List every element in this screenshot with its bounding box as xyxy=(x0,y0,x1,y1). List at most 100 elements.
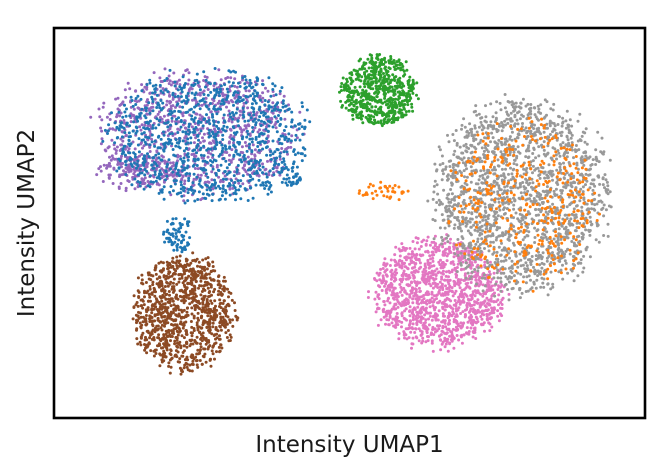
scatter-point xyxy=(218,312,222,316)
scatter-point xyxy=(287,132,291,136)
scatter-point xyxy=(213,299,217,303)
scatter-point xyxy=(197,190,201,194)
scatter-point xyxy=(237,181,241,185)
scatter-point xyxy=(129,162,133,166)
scatter-point xyxy=(180,250,184,254)
scatter-point xyxy=(358,85,362,89)
scatter-point xyxy=(441,312,445,316)
scatter-point xyxy=(425,302,429,306)
scatter-point xyxy=(404,327,408,331)
scatter-point xyxy=(149,180,153,184)
scatter-point xyxy=(253,172,257,175)
scatter-point xyxy=(251,143,255,147)
scatter-point xyxy=(267,107,271,111)
scatter-point xyxy=(346,87,350,91)
scatter-point xyxy=(258,168,262,172)
scatter-point xyxy=(187,155,190,159)
scatter-point xyxy=(136,164,140,168)
scatter-point xyxy=(399,277,403,281)
scatter-point xyxy=(214,304,217,308)
scatter-point xyxy=(264,86,267,90)
scatter-point xyxy=(171,285,174,289)
scatter-point xyxy=(248,78,252,82)
scatter-point xyxy=(102,101,106,105)
scatter-point xyxy=(267,173,271,177)
scatter-point xyxy=(169,365,173,369)
scatter-point xyxy=(390,268,394,272)
scatter-point xyxy=(366,102,369,106)
scatter-point xyxy=(159,89,163,93)
scatter-point xyxy=(192,172,196,176)
scatter-point xyxy=(455,250,459,254)
scatter-point xyxy=(237,81,240,85)
scatter-point xyxy=(221,133,225,137)
scatter-point xyxy=(151,324,155,328)
scatter-point xyxy=(152,304,155,308)
scatter-point xyxy=(199,167,203,171)
scatter-point xyxy=(427,317,430,321)
scatter-point xyxy=(217,91,221,95)
scatter-point xyxy=(140,132,144,136)
scatter-point xyxy=(176,243,180,246)
scatter-point xyxy=(175,172,179,176)
scatter-point xyxy=(411,297,415,301)
scatter-point xyxy=(374,67,378,71)
scatter-point xyxy=(176,229,180,233)
scatter-point xyxy=(191,267,195,271)
scatter-point xyxy=(191,181,195,185)
scatter-point xyxy=(142,131,146,135)
scatter-point xyxy=(487,312,491,316)
scatter-point xyxy=(376,92,380,96)
scatter-point xyxy=(151,91,155,95)
scatter-point xyxy=(361,106,365,110)
scatter-point xyxy=(398,85,402,89)
scatter-point xyxy=(301,105,304,109)
scatter-point xyxy=(159,158,163,162)
scatter-point xyxy=(377,70,381,74)
scatter-point xyxy=(236,91,240,95)
scatter-point xyxy=(284,104,288,108)
scatter-point xyxy=(478,310,482,314)
scatter-point xyxy=(212,278,216,282)
scatter-point xyxy=(133,155,137,159)
scatter-point xyxy=(156,112,160,116)
scatter-point xyxy=(448,305,452,309)
scatter-point xyxy=(300,159,304,163)
scatter-point xyxy=(235,170,239,174)
scatter-point xyxy=(164,309,168,313)
scatter-point xyxy=(144,319,148,323)
scatter-point xyxy=(212,344,215,348)
scatter-point xyxy=(281,99,285,103)
scatter-point xyxy=(148,81,152,85)
scatter-point xyxy=(181,159,185,163)
scatter-point xyxy=(179,119,183,122)
scatter-point xyxy=(204,197,208,200)
scatter-point xyxy=(170,274,174,278)
scatter-point xyxy=(387,86,391,90)
scatter-point xyxy=(121,115,125,119)
scatter-point xyxy=(217,274,221,278)
scatter-point xyxy=(229,99,233,102)
scatter-point xyxy=(427,323,431,327)
scatter-point xyxy=(191,274,195,278)
scatter-point xyxy=(148,174,152,178)
scatter-point xyxy=(461,294,465,297)
scatter-point xyxy=(218,305,221,308)
scatter-point xyxy=(285,173,289,177)
scatter-point xyxy=(202,154,206,158)
scatter-point xyxy=(501,296,505,300)
scatter-point xyxy=(197,260,201,264)
scatter-point xyxy=(167,361,171,365)
scatter-point xyxy=(276,120,280,123)
scatter-point xyxy=(144,281,148,284)
scatter-point xyxy=(219,343,223,347)
scatter-point xyxy=(265,137,269,141)
scatter-point xyxy=(360,91,364,95)
scatter-point xyxy=(130,165,134,168)
scatter-point xyxy=(259,183,263,187)
scatter-point xyxy=(158,276,162,279)
scatter-point xyxy=(216,127,220,131)
scatter-point xyxy=(232,131,236,135)
scatter-point xyxy=(265,153,269,157)
scatter-point xyxy=(148,295,152,299)
